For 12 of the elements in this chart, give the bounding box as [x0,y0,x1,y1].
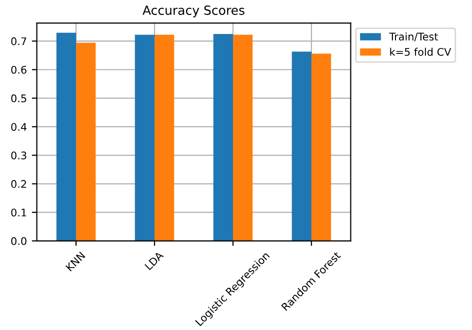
y-tick-label: 0.1 [11,208,26,216]
legend-label: k=5 fold CV [390,48,452,56]
y-tick-label: 0.3 [11,151,26,160]
y-tick-label: 0.2 [11,180,26,188]
y-tick-label: 0.6 [11,66,26,74]
y-tick-label: 0.7 [11,37,26,46]
y-tick-label: 0.0 [11,237,26,246]
y-tick-label: 0.4 [11,122,27,131]
x-tick-label: LDA [144,250,164,270]
legend-label: Train/Test [389,32,438,42]
chart-title: Accuracy Scores [142,5,244,18]
y-tick-label: 0.5 [11,94,26,102]
